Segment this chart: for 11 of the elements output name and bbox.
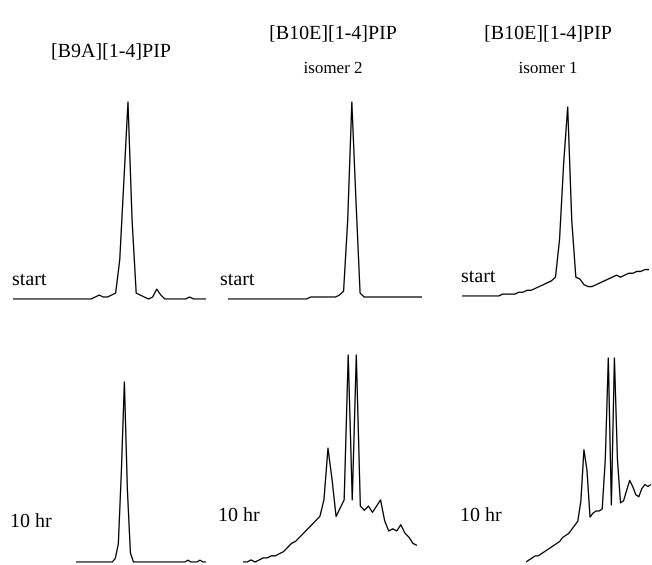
annotation: start bbox=[12, 268, 46, 291]
annotation: start bbox=[461, 265, 496, 288]
text: 10 hr bbox=[460, 504, 502, 527]
chart-title: [B10E][1-4]PIP bbox=[268, 22, 398, 45]
annotation: 10 hr bbox=[218, 504, 260, 527]
chart-title: [B9A][1-4]PIP bbox=[50, 40, 172, 63]
chart-title: [B10E][1-4]PIP bbox=[483, 22, 613, 45]
chart-subtitle: isomer 1 bbox=[517, 58, 579, 78]
chart-subtitle: isomer 2 bbox=[302, 58, 364, 78]
annotation: start bbox=[220, 268, 254, 291]
text: 10 hr bbox=[10, 510, 52, 533]
